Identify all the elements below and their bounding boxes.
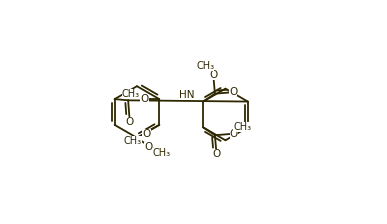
Text: O: O	[144, 142, 152, 152]
Text: CH₃: CH₃	[233, 122, 252, 132]
Text: CH₃: CH₃	[124, 136, 142, 146]
Text: HN: HN	[179, 90, 195, 100]
Text: O: O	[212, 149, 220, 159]
Text: O: O	[125, 117, 134, 127]
Text: CH₃: CH₃	[196, 61, 214, 71]
Text: CH₃: CH₃	[122, 89, 140, 99]
Text: O: O	[230, 129, 238, 139]
Text: CH₃: CH₃	[152, 148, 171, 158]
Text: O: O	[142, 129, 151, 138]
Text: O: O	[229, 87, 238, 97]
Text: O: O	[140, 94, 149, 104]
Text: O: O	[209, 70, 218, 80]
